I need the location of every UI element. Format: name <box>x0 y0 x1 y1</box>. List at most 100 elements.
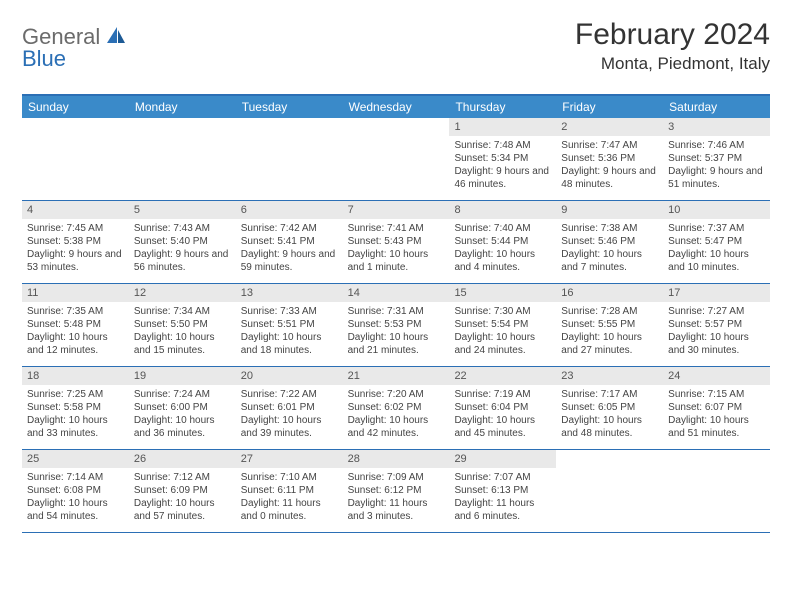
day-number: 27 <box>236 450 343 468</box>
day-body: Sunrise: 7:14 AMSunset: 6:08 PMDaylight:… <box>22 468 129 528</box>
day-number: 24 <box>663 367 770 385</box>
daylight-text: Daylight: 9 hours and 56 minutes. <box>134 248 231 274</box>
dow-tuesday: Tuesday <box>236 96 343 118</box>
sunset-text: Sunset: 6:04 PM <box>454 401 551 414</box>
sunrise-text: Sunrise: 7:46 AM <box>668 139 765 152</box>
day-cell <box>236 118 343 200</box>
daylight-text: Daylight: 10 hours and 30 minutes. <box>668 331 765 357</box>
sunset-text: Sunset: 6:05 PM <box>561 401 658 414</box>
sunrise-text: Sunrise: 7:10 AM <box>241 471 338 484</box>
dow-row: Sunday Monday Tuesday Wednesday Thursday… <box>22 96 770 118</box>
day-number: 2 <box>556 118 663 136</box>
sail-icon <box>105 25 127 50</box>
day-number: 20 <box>236 367 343 385</box>
day-body: Sunrise: 7:25 AMSunset: 5:58 PMDaylight:… <box>22 385 129 445</box>
sunset-text: Sunset: 5:55 PM <box>561 318 658 331</box>
day-body: Sunrise: 7:09 AMSunset: 6:12 PMDaylight:… <box>343 468 450 528</box>
day-body: Sunrise: 7:41 AMSunset: 5:43 PMDaylight:… <box>343 219 450 279</box>
daylight-text: Daylight: 11 hours and 6 minutes. <box>454 497 551 523</box>
sunset-text: Sunset: 5:37 PM <box>668 152 765 165</box>
day-body: Sunrise: 7:46 AMSunset: 5:37 PMDaylight:… <box>663 136 770 196</box>
daylight-text: Daylight: 10 hours and 7 minutes. <box>561 248 658 274</box>
day-body: Sunrise: 7:37 AMSunset: 5:47 PMDaylight:… <box>663 219 770 279</box>
day-number: 8 <box>449 201 556 219</box>
day-cell: 15Sunrise: 7:30 AMSunset: 5:54 PMDayligh… <box>449 284 556 366</box>
day-body: Sunrise: 7:45 AMSunset: 5:38 PMDaylight:… <box>22 219 129 279</box>
sunrise-text: Sunrise: 7:19 AM <box>454 388 551 401</box>
day-body: Sunrise: 7:30 AMSunset: 5:54 PMDaylight:… <box>449 302 556 362</box>
day-cell: 26Sunrise: 7:12 AMSunset: 6:09 PMDayligh… <box>129 450 236 532</box>
day-cell: 9Sunrise: 7:38 AMSunset: 5:46 PMDaylight… <box>556 201 663 283</box>
daylight-text: Daylight: 9 hours and 48 minutes. <box>561 165 658 191</box>
daylight-text: Daylight: 10 hours and 54 minutes. <box>27 497 124 523</box>
sunrise-text: Sunrise: 7:47 AM <box>561 139 658 152</box>
day-body: Sunrise: 7:24 AMSunset: 6:00 PMDaylight:… <box>129 385 236 445</box>
daylight-text: Daylight: 10 hours and 4 minutes. <box>454 248 551 274</box>
day-number: 3 <box>663 118 770 136</box>
day-body: Sunrise: 7:34 AMSunset: 5:50 PMDaylight:… <box>129 302 236 362</box>
sunrise-text: Sunrise: 7:12 AM <box>134 471 231 484</box>
sunrise-text: Sunrise: 7:35 AM <box>27 305 124 318</box>
day-number: 10 <box>663 201 770 219</box>
sunset-text: Sunset: 6:00 PM <box>134 401 231 414</box>
day-body: Sunrise: 7:48 AMSunset: 5:34 PMDaylight:… <box>449 136 556 196</box>
day-body: Sunrise: 7:47 AMSunset: 5:36 PMDaylight:… <box>556 136 663 196</box>
day-body: Sunrise: 7:38 AMSunset: 5:46 PMDaylight:… <box>556 219 663 279</box>
day-number: 22 <box>449 367 556 385</box>
day-number: 15 <box>449 284 556 302</box>
sunset-text: Sunset: 5:53 PM <box>348 318 445 331</box>
week-row: 18Sunrise: 7:25 AMSunset: 5:58 PMDayligh… <box>22 367 770 450</box>
day-body: Sunrise: 7:31 AMSunset: 5:53 PMDaylight:… <box>343 302 450 362</box>
sunset-text: Sunset: 6:11 PM <box>241 484 338 497</box>
day-number: 29 <box>449 450 556 468</box>
daylight-text: Daylight: 10 hours and 33 minutes. <box>27 414 124 440</box>
daylight-text: Daylight: 10 hours and 10 minutes. <box>668 248 765 274</box>
dow-wednesday: Wednesday <box>343 96 450 118</box>
day-cell: 3Sunrise: 7:46 AMSunset: 5:37 PMDaylight… <box>663 118 770 200</box>
daylight-text: Daylight: 10 hours and 36 minutes. <box>134 414 231 440</box>
daylight-text: Daylight: 10 hours and 1 minute. <box>348 248 445 274</box>
daylight-text: Daylight: 11 hours and 3 minutes. <box>348 497 445 523</box>
day-cell: 25Sunrise: 7:14 AMSunset: 6:08 PMDayligh… <box>22 450 129 532</box>
dow-sunday: Sunday <box>22 96 129 118</box>
header: General February 2024 Monta, Piedmont, I… <box>22 18 770 74</box>
day-cell: 27 Sunrise: 7:10 AMSunset: 6:11 PMDayligh… <box>236 450 343 532</box>
sunrise-text: Sunrise: 7:43 AM <box>134 222 231 235</box>
day-cell <box>343 118 450 200</box>
page-title: February 2024 <box>575 18 770 52</box>
sunrise-text: Sunrise: 7:45 AM <box>27 222 124 235</box>
day-cell: 5Sunrise: 7:43 AMSunset: 5:40 PMDaylight… <box>129 201 236 283</box>
daylight-text: Daylight: 10 hours and 21 minutes. <box>348 331 445 357</box>
daylight-text: Daylight: 9 hours and 59 minutes. <box>241 248 338 274</box>
day-cell: 4Sunrise: 7:45 AMSunset: 5:38 PMDaylight… <box>22 201 129 283</box>
day-body: Sunrise: 7:33 AMSunset: 5:51 PMDaylight:… <box>236 302 343 362</box>
sunrise-text: Sunrise: 7:25 AM <box>27 388 124 401</box>
sunrise-text: Sunrise: 7:07 AM <box>454 471 551 484</box>
sunset-text: Sunset: 6:01 PM <box>241 401 338 414</box>
day-cell: 11Sunrise: 7:35 AMSunset: 5:48 PMDayligh… <box>22 284 129 366</box>
day-number: 18 <box>22 367 129 385</box>
sunrise-text: Sunrise: 7:22 AM <box>241 388 338 401</box>
sunset-text: Sunset: 5:43 PM <box>348 235 445 248</box>
dow-monday: Monday <box>129 96 236 118</box>
sunrise-text: Sunrise: 7:38 AM <box>561 222 658 235</box>
daylight-text: Daylight: 10 hours and 27 minutes. <box>561 331 658 357</box>
dow-saturday: Saturday <box>663 96 770 118</box>
day-cell: 28Sunrise: 7:09 AMSunset: 6:12 PMDayligh… <box>343 450 450 532</box>
day-number: 6 <box>236 201 343 219</box>
day-cell: 19Sunrise: 7:24 AMSunset: 6:00 PMDayligh… <box>129 367 236 449</box>
sunrise-text: Sunrise: 7:37 AM <box>668 222 765 235</box>
dow-thursday: Thursday <box>449 96 556 118</box>
day-cell: 20Sunrise: 7:22 AMSunset: 6:01 PMDayligh… <box>236 367 343 449</box>
day-number <box>663 450 770 454</box>
day-number: 26 <box>129 450 236 468</box>
day-cell: 2Sunrise: 7:47 AMSunset: 5:36 PMDaylight… <box>556 118 663 200</box>
day-cell: 10Sunrise: 7:37 AMSunset: 5:47 PMDayligh… <box>663 201 770 283</box>
sunset-text: Sunset: 5:58 PM <box>27 401 124 414</box>
sunrise-text: Sunrise: 7:33 AM <box>241 305 338 318</box>
daylight-text: Daylight: 9 hours and 53 minutes. <box>27 248 124 274</box>
daylight-text: Daylight: 11 hours and 0 minutes. <box>241 497 338 523</box>
day-number: 16 <box>556 284 663 302</box>
day-cell <box>663 450 770 532</box>
day-cell: 21Sunrise: 7:20 AMSunset: 6:02 PMDayligh… <box>343 367 450 449</box>
